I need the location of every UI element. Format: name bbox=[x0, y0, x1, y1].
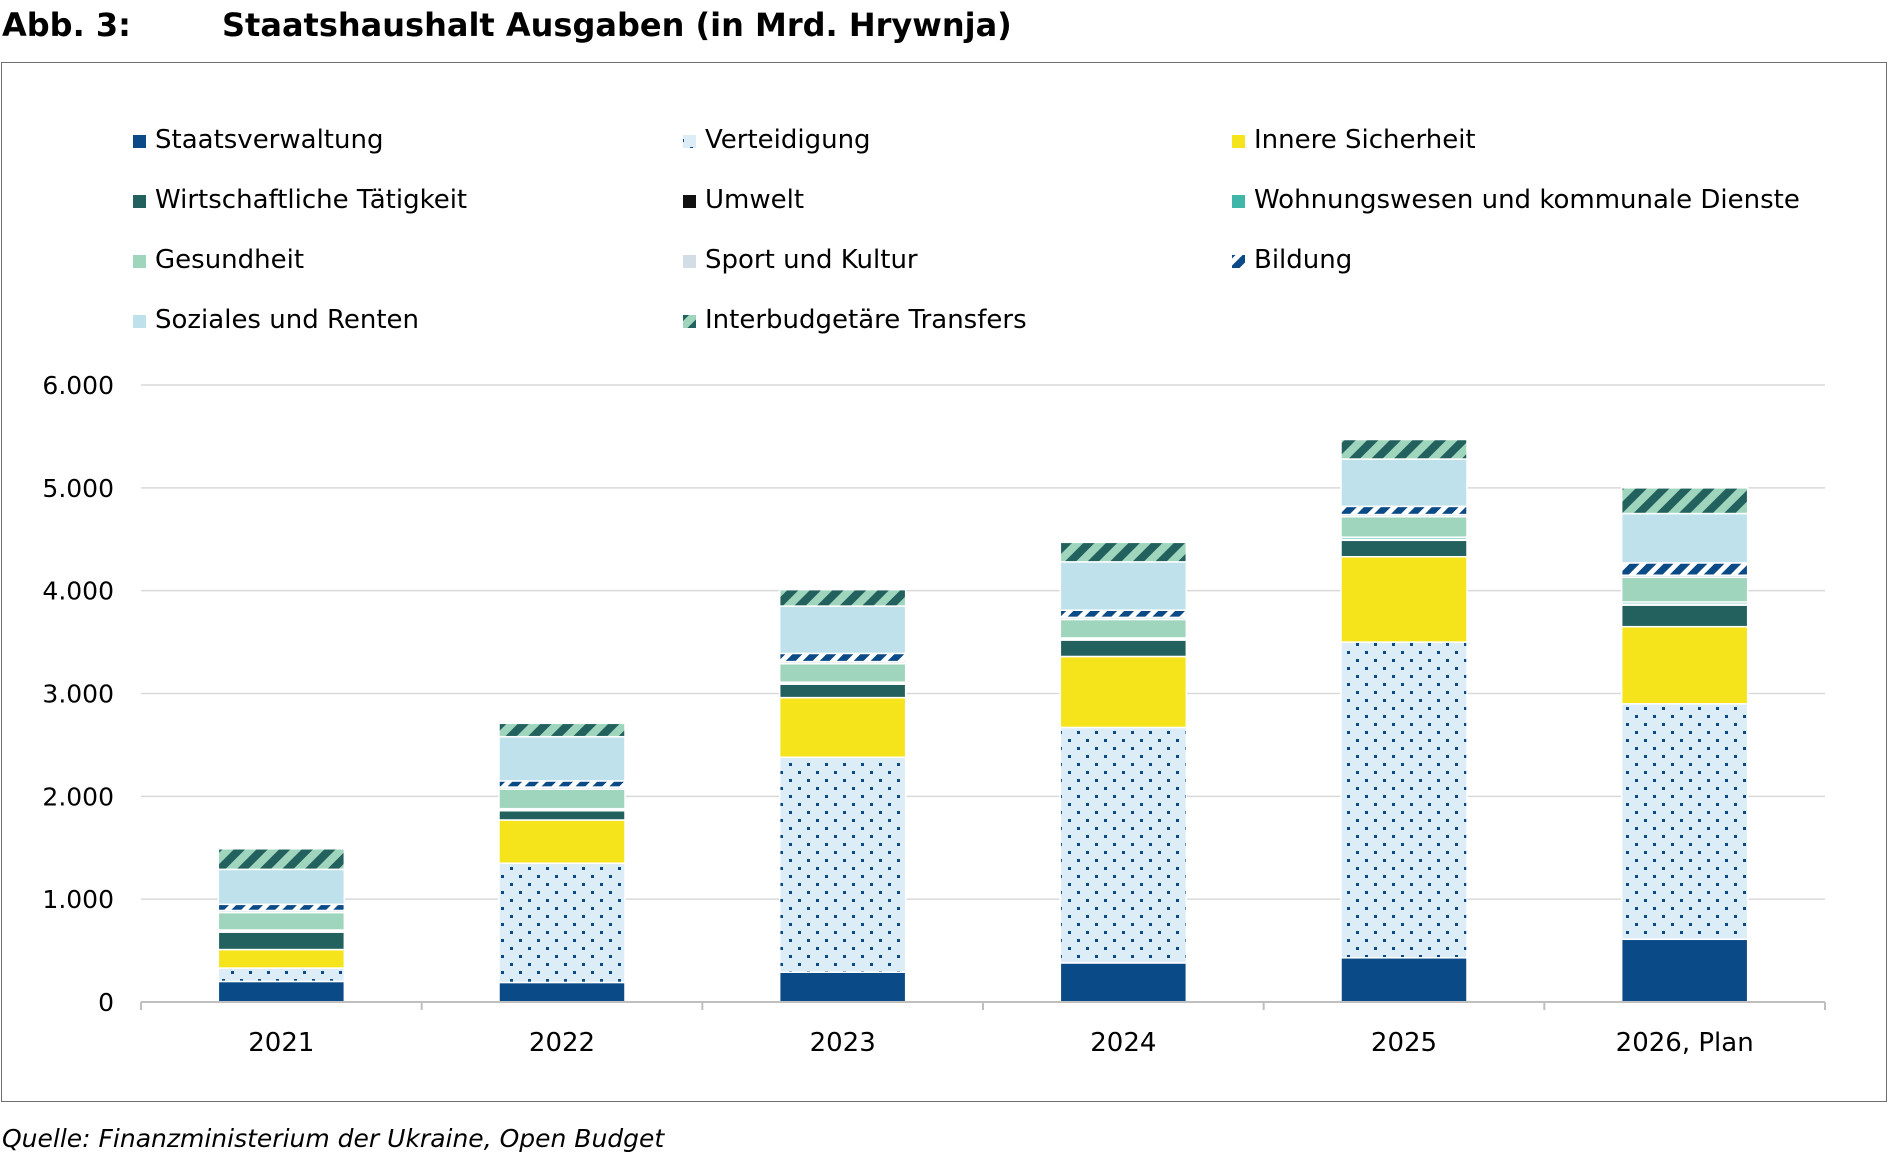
legend-label: Innere Sicherheit bbox=[1254, 125, 1476, 155]
legend-swatch bbox=[683, 255, 696, 268]
bar-segment bbox=[1059, 618, 1188, 639]
bar-segment bbox=[498, 819, 626, 864]
x-tick-label: 2024 bbox=[1090, 1028, 1156, 1058]
y-tick-label: 4.000 bbox=[42, 577, 114, 606]
legend-label: Interbudgetäre Transfers bbox=[705, 305, 1027, 335]
chart-title: Staatshaushalt Ausgaben (in Mrd. Hrywnja… bbox=[222, 6, 1012, 44]
bar-segment bbox=[217, 911, 346, 931]
legend-swatch bbox=[133, 315, 146, 328]
bar-stack bbox=[778, 588, 907, 1003]
legend-swatch bbox=[133, 195, 146, 208]
bar-segment bbox=[1340, 438, 1468, 460]
bar-segment bbox=[778, 971, 907, 1003]
y-tick-label: 5.000 bbox=[42, 474, 114, 503]
x-axis: 2021 2022 2023 2024 2025 2026, Plan bbox=[140, 1001, 1826, 1058]
bar-segment bbox=[778, 756, 907, 973]
bar-segment bbox=[1059, 541, 1188, 563]
bar-segment bbox=[1059, 639, 1188, 658]
bar-segment bbox=[1620, 487, 1749, 515]
bar-segment bbox=[1620, 512, 1749, 564]
legend-swatch bbox=[1232, 135, 1245, 148]
bar-segment bbox=[1340, 957, 1468, 1003]
source-note: Quelle: Finanzministerium der Ukraine, O… bbox=[2, 1124, 665, 1153]
bar-segment bbox=[498, 981, 626, 1003]
bar-segment bbox=[498, 735, 626, 782]
bar-segment bbox=[778, 605, 907, 655]
figure-label: Abb. 3: bbox=[2, 6, 131, 44]
bar-segment bbox=[1340, 555, 1468, 643]
bar-segment bbox=[217, 931, 346, 951]
bar-segment bbox=[1620, 562, 1749, 576]
x-tick-label: 2026, Plan bbox=[1616, 1028, 1754, 1058]
bar-segment bbox=[1620, 604, 1749, 628]
bar-segment bbox=[778, 696, 907, 759]
bar-segment bbox=[1620, 625, 1749, 705]
legend-swatch bbox=[133, 135, 146, 148]
bar-segment bbox=[217, 903, 346, 912]
legend-swatch bbox=[133, 255, 146, 268]
chart-frame: Staatsverwaltung Verteidigung Innere Siche… bbox=[1, 62, 1887, 1102]
bar-segment bbox=[1059, 561, 1188, 611]
bar-segment bbox=[217, 948, 346, 969]
bar-segment bbox=[217, 980, 346, 1003]
bar-segment bbox=[498, 862, 626, 984]
y-tick-label: 2.000 bbox=[42, 782, 114, 811]
legend-label: Sport und Kultur bbox=[705, 245, 918, 275]
legend-swatch bbox=[1232, 195, 1245, 208]
bar-segment bbox=[1059, 726, 1188, 964]
bar-segment bbox=[778, 683, 907, 699]
x-tick-label: 2021 bbox=[248, 1028, 314, 1058]
y-tick-label: 0 bbox=[98, 988, 114, 1017]
legend-swatch bbox=[683, 135, 696, 148]
legend-label: Bildung bbox=[1254, 245, 1352, 275]
bar-segment bbox=[1620, 938, 1749, 1003]
bar-segment bbox=[778, 588, 907, 607]
legend-label: Wirtschaftliche Tätigkeit bbox=[155, 185, 467, 215]
bar-segment bbox=[778, 652, 907, 663]
bar-segment bbox=[1620, 576, 1749, 603]
bar-segment bbox=[1340, 505, 1468, 516]
legend-swatch bbox=[1232, 255, 1245, 268]
bar-segment bbox=[217, 967, 346, 983]
bar-segment bbox=[1340, 515, 1468, 538]
bar-stack bbox=[498, 722, 626, 1003]
x-tick-label: 2022 bbox=[529, 1028, 595, 1058]
x-tick-label: 2025 bbox=[1371, 1028, 1437, 1058]
stacked-bar-chart: Staatsverwaltung Verteidigung Innere Siche… bbox=[42, 125, 1826, 1058]
legend-swatch bbox=[683, 315, 696, 328]
bar-segment bbox=[1059, 609, 1188, 619]
x-tick-label: 2023 bbox=[810, 1028, 876, 1058]
bar-stack bbox=[1340, 438, 1468, 1003]
chart-legend: Staatsverwaltung Verteidigung Innere Siche… bbox=[133, 125, 1800, 335]
y-tick-label: 6.000 bbox=[42, 371, 114, 400]
legend-label: Umwelt bbox=[705, 185, 804, 215]
y-gridlines bbox=[141, 384, 1825, 900]
bar-segment bbox=[498, 722, 626, 738]
legend-label: Staatsverwaltung bbox=[155, 125, 383, 155]
bar-segment bbox=[1059, 655, 1188, 729]
y-tick-label: 1.000 bbox=[42, 885, 114, 914]
bar-segment bbox=[217, 848, 346, 871]
bar-segment bbox=[498, 780, 626, 788]
bar-segment bbox=[498, 809, 626, 821]
legend-swatch bbox=[683, 195, 696, 208]
bar-stack bbox=[1620, 487, 1749, 1003]
bar-segment bbox=[1340, 641, 1468, 959]
bar-stack bbox=[217, 848, 346, 1003]
y-axis: 0 1.000 2.000 3.000 4.000 5.000 6.000 bbox=[42, 371, 114, 1017]
legend-label: Gesundheit bbox=[155, 245, 304, 275]
legend-label: Soziales und Renten bbox=[155, 305, 419, 335]
bar-segment bbox=[778, 662, 907, 683]
legend-label: Wohnungswesen und kommunale Dienste bbox=[1254, 185, 1800, 215]
bar-segment bbox=[1340, 539, 1468, 558]
bar-stacks bbox=[217, 438, 1749, 1003]
bar-segment bbox=[1620, 703, 1749, 941]
bar-stack bbox=[1059, 541, 1188, 1003]
legend-label: Verteidigung bbox=[705, 125, 871, 155]
y-tick-label: 3.000 bbox=[42, 680, 114, 709]
bar-segment bbox=[498, 788, 626, 810]
bar-segment bbox=[217, 868, 346, 906]
bar-segment bbox=[1340, 458, 1468, 508]
bar-segment bbox=[1059, 962, 1188, 1003]
